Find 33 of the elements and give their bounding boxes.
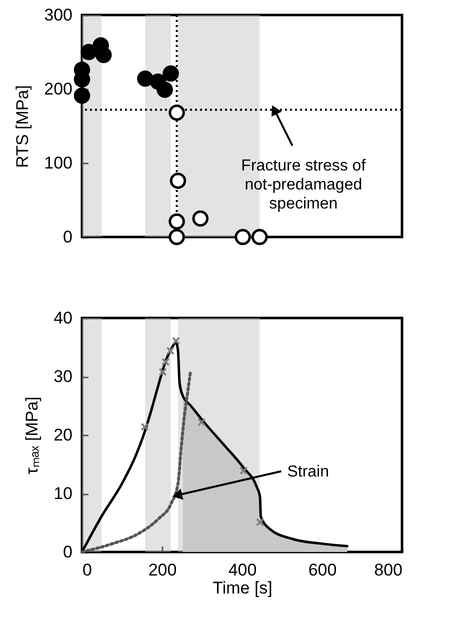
y-tick-label: 0 [63,228,72,246]
point [168,213,185,230]
point [251,228,268,246]
x-tick-label: 600 [308,560,337,580]
y-tick-label: 0 [63,542,72,562]
y-tick-label: 20 [54,426,72,444]
point [74,88,90,104]
point [95,46,112,64]
point [170,172,186,189]
y-axis-title: RTS [MPa] [13,85,32,168]
point [156,82,173,98]
annotation: Strain [287,463,329,480]
x-tick-label: 400 [228,560,257,580]
point [80,44,97,60]
point [168,104,185,121]
x-tick-label: 0 [82,560,92,580]
point [162,65,179,82]
line-series [80,370,192,554]
y-tick-label: 10 [54,484,72,503]
y-tick-label: 200 [44,80,72,98]
y-tick-label: 100 [44,154,72,172]
y-axis-title: τₘₐₓ [MPa] [22,396,42,474]
point [137,70,154,87]
point [234,228,251,246]
x-axis-title: Time [s] [212,578,272,598]
point [192,210,209,227]
annotation: Fracture stress of not-predamaged specimen [241,158,366,213]
point [168,228,185,246]
y-tick-label: 300 [44,6,72,24]
y-tick-label: 40 [54,308,72,328]
y-tick-label: 30 [54,367,72,386]
x-tick-label: 800 [374,560,402,580]
x-tick-label: 200 [148,560,177,580]
